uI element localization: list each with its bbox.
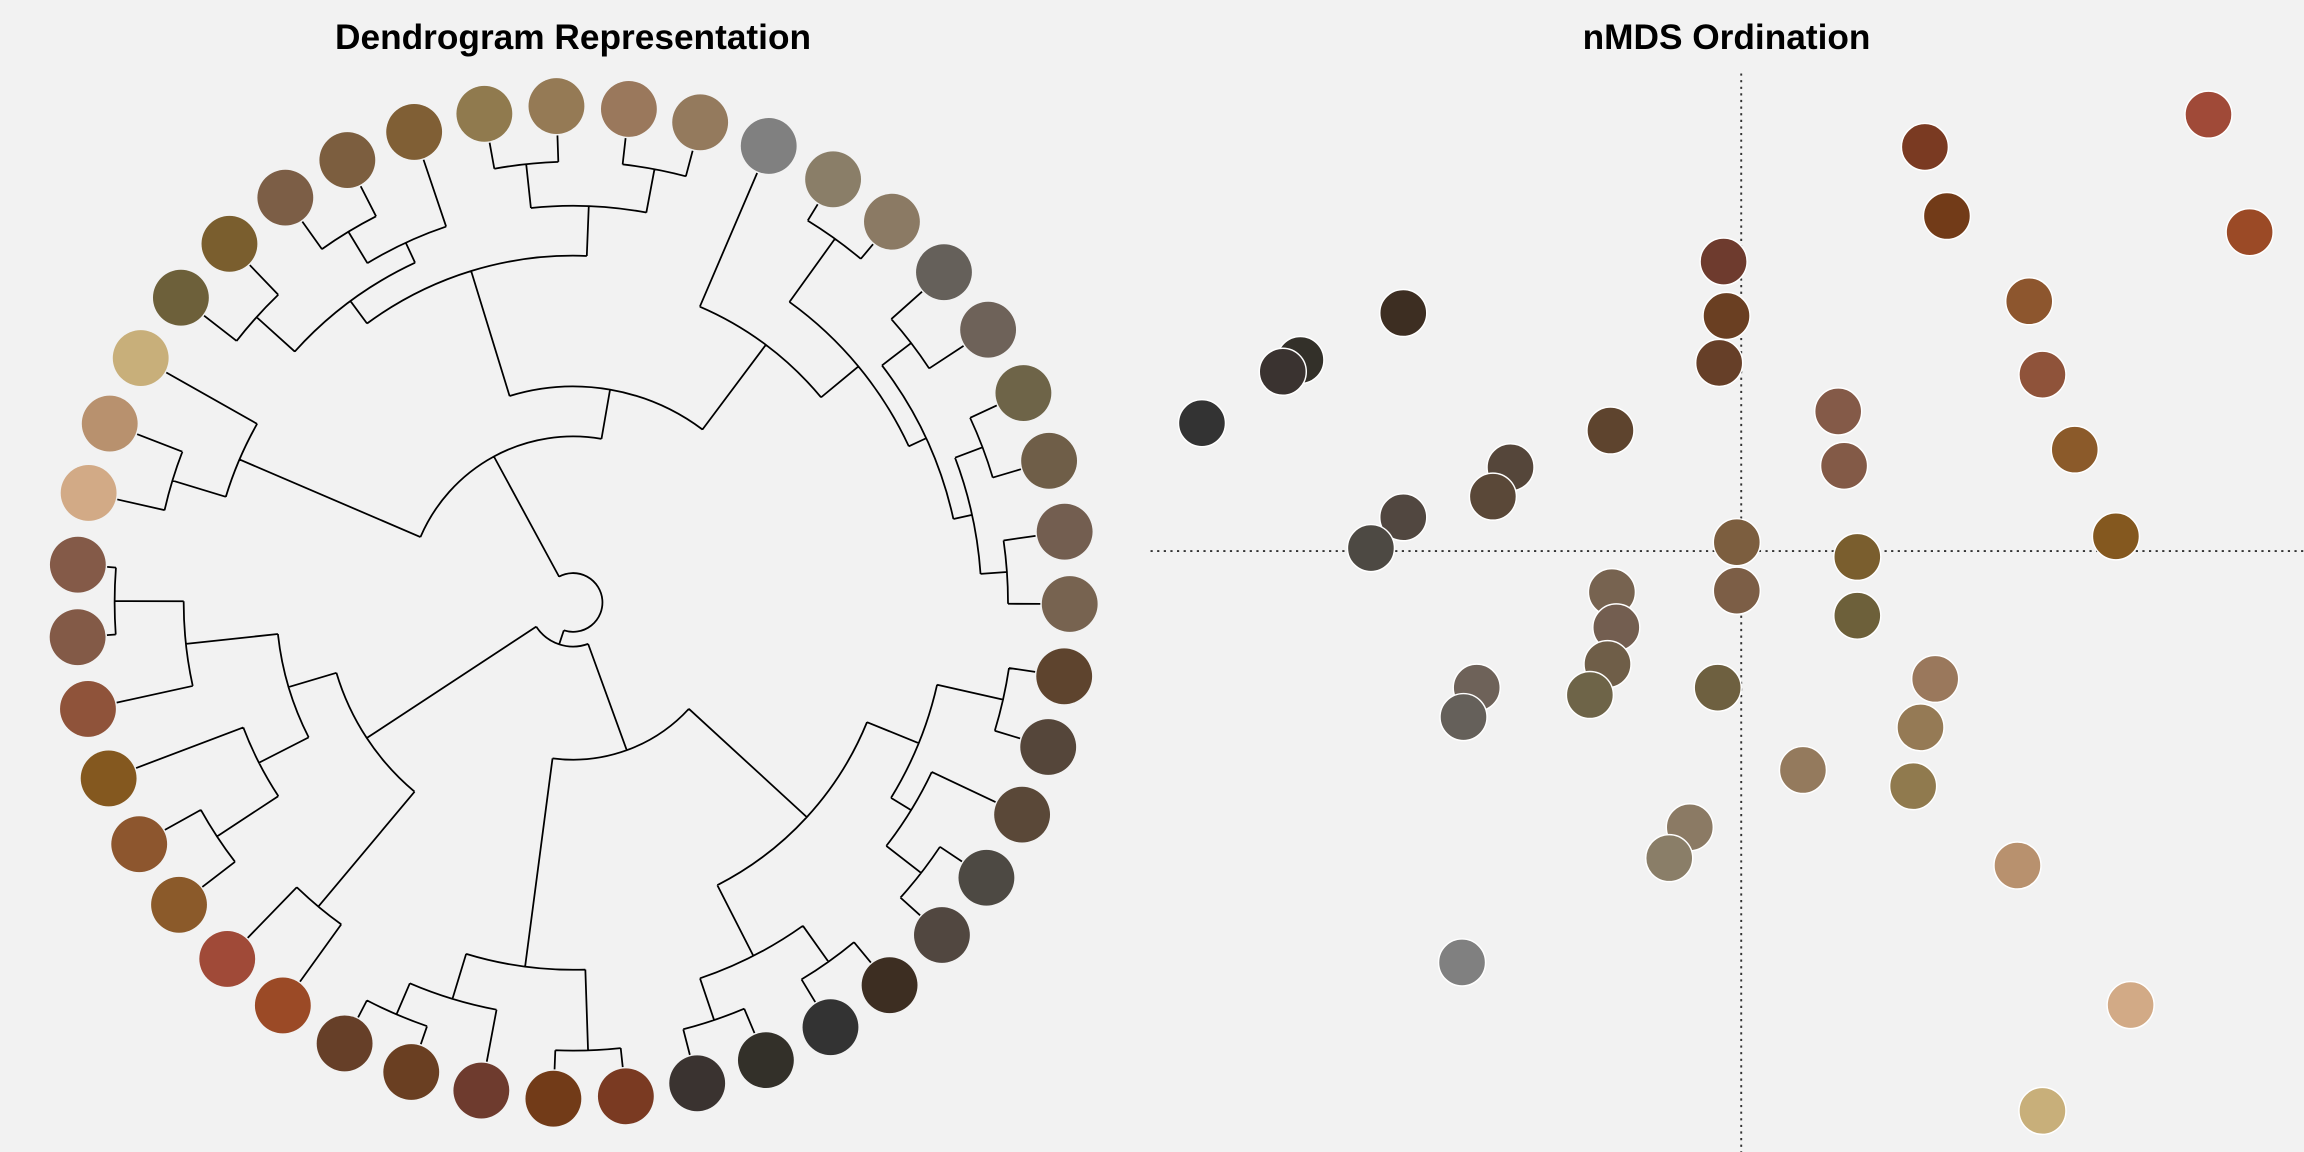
point [1813,387,1863,436]
leaf [525,1070,582,1127]
leaf [995,365,1052,421]
point [2050,425,2100,474]
leaf [152,269,209,326]
point [1888,761,1938,811]
point [1900,122,1950,172]
point [1702,291,1751,341]
point [1694,338,1744,388]
point [2018,1086,2067,1136]
leaf [861,957,918,1014]
point [1258,347,1308,396]
leaf [528,78,585,134]
leaf [201,215,258,272]
leaf [111,816,168,873]
point [1910,654,1960,704]
point [1177,398,1227,448]
leaf [60,681,116,737]
point [1699,237,1748,286]
leaf [199,931,256,987]
leaf [60,465,117,521]
point [2225,207,2274,257]
leaf [802,999,859,1056]
leaf [49,609,106,666]
leaf [597,1068,654,1125]
dendrogram-title: Dendrogram Representation [335,18,811,57]
leaf [453,1062,510,1119]
point [2018,350,2067,399]
leaf [319,132,376,188]
point [1712,517,1762,567]
leaf [383,1044,440,1100]
leaf [1020,719,1077,775]
leaf [960,301,1017,358]
leaf [81,395,138,452]
leaf [740,118,797,174]
leaf [669,1055,726,1112]
leaf [805,151,862,208]
leaf [1041,576,1098,632]
point [1833,532,1882,582]
leaf [112,330,169,386]
point [1896,703,1945,752]
point [1833,591,1882,640]
leaf [456,85,513,142]
point [2091,512,2141,561]
point [1379,288,1428,338]
point [1993,841,2042,890]
leaf [1021,432,1078,489]
point [1439,692,1488,742]
point [1819,441,1869,491]
point [2004,276,2054,326]
leaf [737,1032,794,1089]
leaf [80,750,137,807]
leaf [1036,648,1093,705]
leaf [914,907,970,963]
leaf [600,81,657,137]
point [1778,745,1828,795]
leaf [151,876,207,933]
leaf [916,244,972,301]
point [1379,492,1428,542]
point [1565,670,1615,720]
point [1644,833,1694,883]
leaf [672,94,729,151]
point [1437,938,1487,987]
leaf [49,536,106,593]
scatter-title: nMDS Ordination [1583,18,1871,57]
leaf [994,786,1051,843]
leaf [386,103,443,160]
leaf [254,977,311,1034]
leaf [864,193,920,250]
leaf [1036,503,1093,560]
point [1712,566,1762,615]
point [1693,663,1742,712]
point [2106,980,2155,1030]
point [1922,191,1972,241]
point [2184,90,2233,139]
leaf [958,849,1015,906]
point [1468,472,1518,521]
point [1346,523,1396,573]
leaf [316,1015,373,1072]
leaf [257,169,314,226]
dendrogram-branches [106,135,1041,1070]
point [1586,406,1635,455]
